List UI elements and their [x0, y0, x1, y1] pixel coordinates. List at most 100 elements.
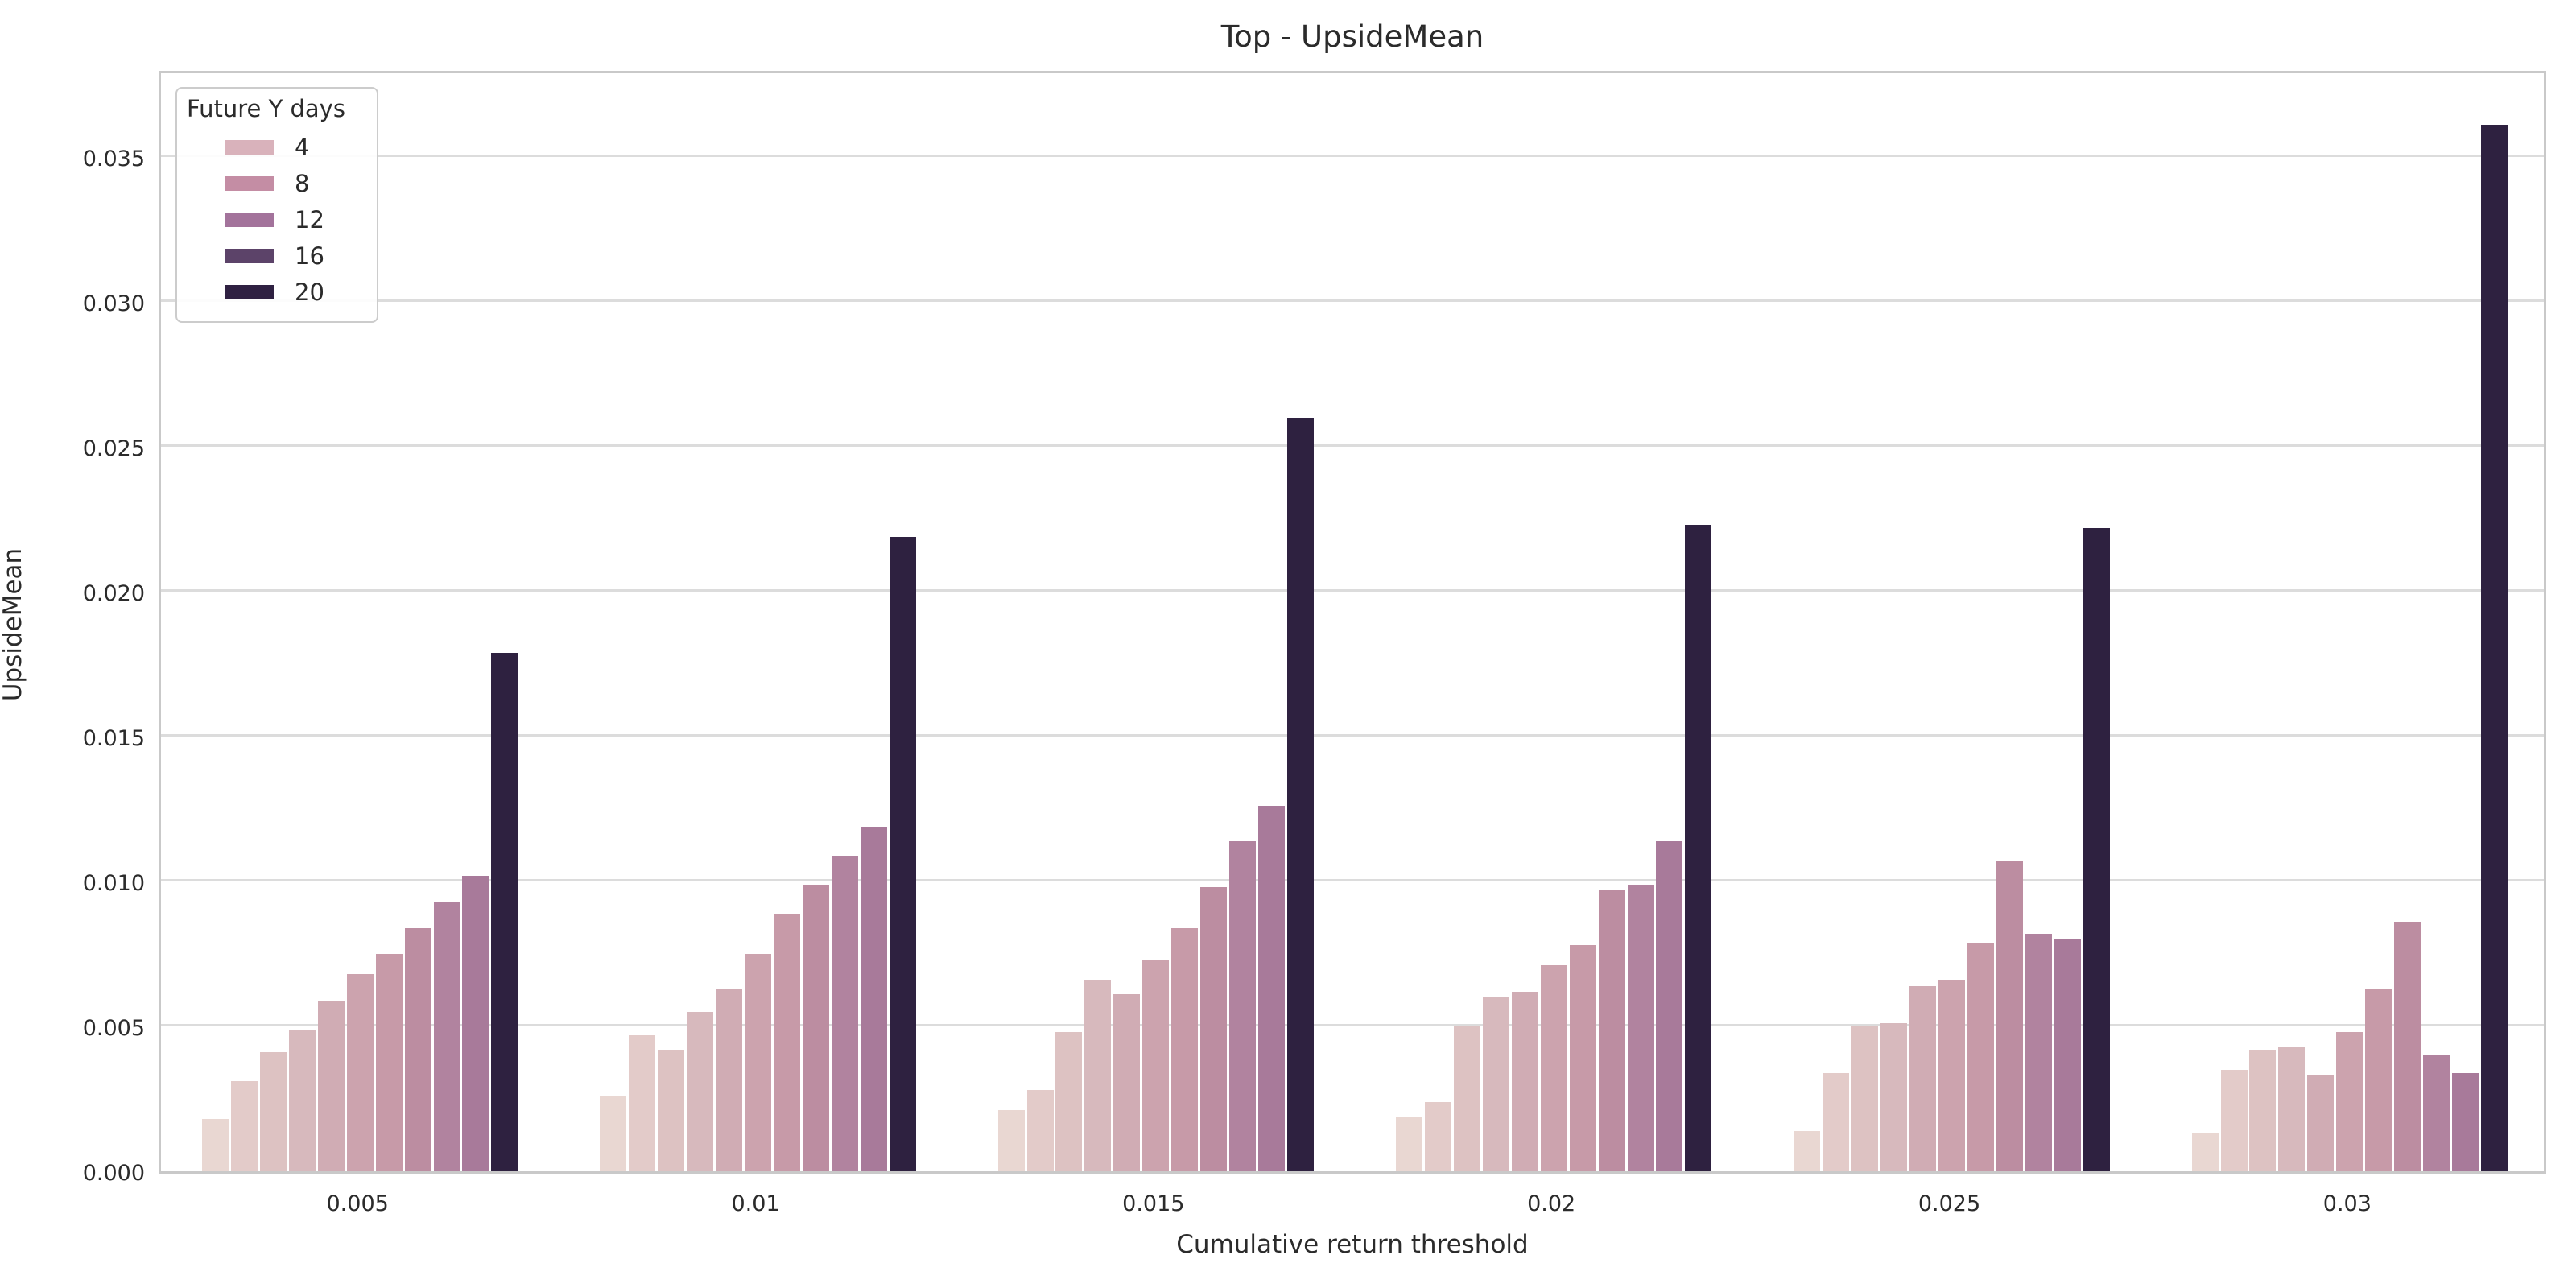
- gridline: [161, 155, 2544, 157]
- bar: [317, 1000, 345, 1171]
- bar: [1511, 991, 1538, 1171]
- bar: [1540, 965, 1567, 1171]
- bar: [2394, 922, 2421, 1171]
- bar: [1287, 418, 1315, 1171]
- bar: [997, 1110, 1025, 1171]
- bar: [259, 1052, 287, 1171]
- legend-item: 20: [177, 274, 377, 310]
- bar: [889, 536, 916, 1171]
- legend-item: 16: [177, 237, 377, 274]
- bar: [1685, 525, 1712, 1171]
- bar: [2249, 1049, 2277, 1171]
- x-tick-label: 0.03: [2322, 1191, 2372, 1216]
- bar: [658, 1049, 685, 1171]
- legend-swatch: [225, 212, 274, 227]
- bar: [2307, 1075, 2334, 1171]
- bar: [1996, 861, 2023, 1171]
- bar: [600, 1096, 627, 1171]
- legend-swatch: [225, 175, 274, 191]
- bar: [1395, 1116, 1422, 1171]
- bar: [2083, 527, 2110, 1171]
- bar: [404, 927, 431, 1171]
- x-axis-label: Cumulative return threshold: [1176, 1230, 1529, 1259]
- y-tick-label: 0.035: [82, 147, 145, 171]
- bar: [1909, 985, 1937, 1171]
- bar: [433, 902, 460, 1171]
- bar: [745, 954, 771, 1171]
- y-tick-label: 0.000: [82, 1161, 145, 1186]
- bar: [1171, 927, 1199, 1171]
- bar: [2025, 933, 2052, 1171]
- chart-title-text: Top - UpsideMean: [1220, 19, 1484, 54]
- bar: [629, 1034, 656, 1171]
- legend-label: 8: [295, 169, 310, 197]
- legend-items: 4 8 12 16 20: [177, 129, 377, 310]
- gridline: [161, 589, 2544, 592]
- bar: [2481, 125, 2508, 1171]
- y-tick-label: 0.015: [82, 726, 145, 751]
- bar: [2365, 989, 2392, 1171]
- bar: [1055, 1032, 1083, 1171]
- legend-item: 12: [177, 201, 377, 237]
- legend-swatch: [225, 248, 274, 263]
- bar: [716, 989, 743, 1171]
- bar: [201, 1119, 229, 1171]
- x-tick-label: 0.015: [1122, 1191, 1185, 1216]
- legend-item: 8: [177, 165, 377, 201]
- bar: [1482, 997, 1509, 1171]
- bar: [346, 974, 374, 1171]
- plot-area: Future Y days 4 8 12 16 20: [159, 71, 2546, 1174]
- x-tick-label: 0.02: [1527, 1191, 1576, 1216]
- gridline: [161, 1024, 2544, 1026]
- bar: [773, 913, 800, 1171]
- bar: [375, 954, 402, 1171]
- bar: [2054, 939, 2081, 1171]
- bar: [1569, 945, 1596, 1171]
- bar: [860, 826, 887, 1171]
- bar: [1026, 1090, 1054, 1171]
- y-tick-label: 0.005: [82, 1016, 145, 1041]
- bar: [1794, 1130, 1821, 1171]
- bar: [802, 884, 829, 1171]
- bar: [2278, 1046, 2306, 1171]
- bar: [1424, 1101, 1451, 1171]
- bar: [2452, 1072, 2479, 1171]
- y-tick-label: 0.010: [82, 871, 145, 896]
- x-tick-label: 0.01: [731, 1191, 780, 1216]
- legend-swatch: [225, 139, 274, 155]
- bar: [462, 875, 489, 1171]
- y-tick-label: 0.020: [82, 581, 145, 606]
- bar: [2191, 1133, 2219, 1171]
- y-tick-label: 0.025: [82, 436, 145, 461]
- bar: [1823, 1072, 1850, 1171]
- gridline: [161, 444, 2544, 447]
- y-tick-label: 0.030: [82, 291, 145, 316]
- bar: [1852, 1026, 1879, 1171]
- bar: [1627, 884, 1654, 1171]
- bar: [2336, 1032, 2363, 1171]
- legend-title: Future Y days: [187, 95, 345, 122]
- legend-item: 4: [177, 129, 377, 165]
- bar: [1453, 1026, 1480, 1171]
- legend-label: 12: [295, 205, 324, 233]
- bar: [1229, 840, 1257, 1171]
- bar: [1598, 890, 1625, 1171]
- chart-title: Top - UpsideMean: [0, 19, 2576, 54]
- bar: [1938, 980, 1965, 1171]
- bar: [2423, 1055, 2450, 1171]
- bar: [1656, 840, 1683, 1171]
- legend-label: 16: [295, 242, 324, 270]
- bar: [1084, 980, 1112, 1171]
- gridline: [161, 879, 2544, 881]
- bar: [1258, 806, 1286, 1171]
- bar: [687, 1012, 714, 1171]
- bar: [1200, 887, 1228, 1171]
- gridline: [161, 299, 2544, 302]
- bar: [1142, 960, 1170, 1171]
- x-tick-label: 0.005: [326, 1191, 389, 1216]
- bar: [230, 1081, 258, 1171]
- bar: [1967, 942, 1994, 1171]
- legend-box: Future Y days 4 8 12 16 20: [175, 87, 378, 323]
- y-axis-label: UpsideMean: [0, 547, 27, 702]
